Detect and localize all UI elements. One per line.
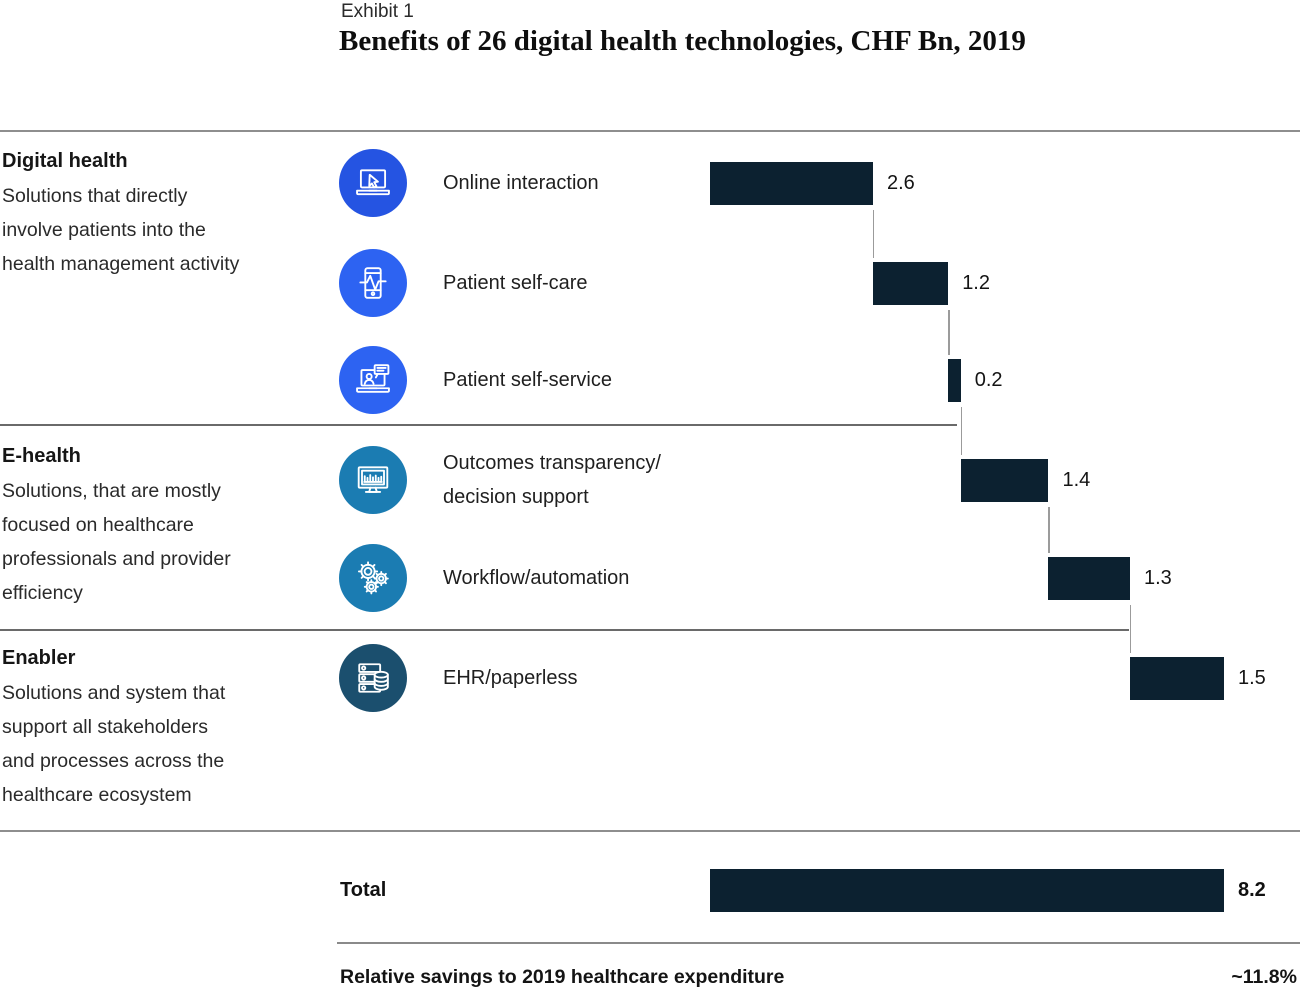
bar-value: 1.5 — [1238, 666, 1266, 689]
divider-total — [0, 830, 1300, 832]
waterfall-bar — [948, 358, 961, 402]
row-label: Workflow/automation — [443, 567, 630, 589]
chart-title: Benefits of 26 digital health technologi… — [339, 25, 1026, 57]
waterfall-bar — [960, 458, 1049, 502]
section-block: Enabler Solutions and system that support… — [2, 647, 334, 812]
bar-value: 0.2 — [974, 368, 1003, 391]
divider-footer — [337, 942, 1300, 944]
footer-value: ~11.8% — [1231, 966, 1297, 988]
total-label: Total — [340, 879, 387, 901]
section-title: E-health — [2, 445, 81, 467]
connector-line — [872, 209, 875, 258]
connector-line — [1048, 506, 1050, 553]
waterfall-bar — [710, 161, 873, 205]
bar-value: 1.3 — [1143, 566, 1172, 589]
bar-value: 1.4 — [1062, 468, 1091, 491]
total-value: 8.2 — [1238, 879, 1266, 901]
divider-top — [0, 130, 1300, 132]
row-label: Online interaction — [443, 172, 599, 194]
server-database-icon — [339, 644, 407, 712]
waterfall-bar — [1048, 556, 1130, 600]
section-title: Enabler — [2, 647, 76, 669]
section-title: Digital health — [2, 150, 128, 172]
total-bar — [710, 869, 1224, 912]
exhibit-label: Exhibit 1 — [341, 1, 414, 22]
divider-ehealth-enabler — [0, 629, 1129, 631]
waterfall-bar — [1129, 656, 1224, 700]
waterfall-bar — [872, 261, 949, 305]
row-label: Outcomes transparency/ decision support — [443, 452, 661, 508]
row-label: Patient self-service — [443, 369, 612, 391]
laptop-cursor-icon — [339, 149, 407, 217]
connector-line — [948, 309, 950, 355]
gears-icon — [339, 544, 407, 612]
divider-digital-health-ehealth — [0, 424, 957, 426]
connector-line — [960, 406, 963, 455]
footer-label: Relative savings to 2019 healthcare expe… — [340, 966, 785, 988]
section-block: Digital health Solutions that directly in… — [2, 150, 334, 281]
section-block: E-health Solutions, that are mostly focus… — [2, 445, 334, 610]
bar-value: 1.2 — [962, 271, 990, 294]
connector-line — [1129, 604, 1132, 653]
section-description: Solutions that directly involve patients… — [2, 185, 240, 275]
telehealth-laptop-icon — [339, 346, 407, 414]
section-description: Solutions and system that support all st… — [2, 682, 226, 806]
section-description: Solutions, that are mostly focused on he… — [2, 480, 231, 604]
row-label: Patient self-care — [443, 272, 588, 294]
monitor-chart-icon — [339, 446, 407, 514]
row-label: EHR/paperless — [443, 667, 578, 689]
bar-value: 2.6 — [886, 171, 915, 194]
phone-pulse-icon — [339, 249, 407, 317]
